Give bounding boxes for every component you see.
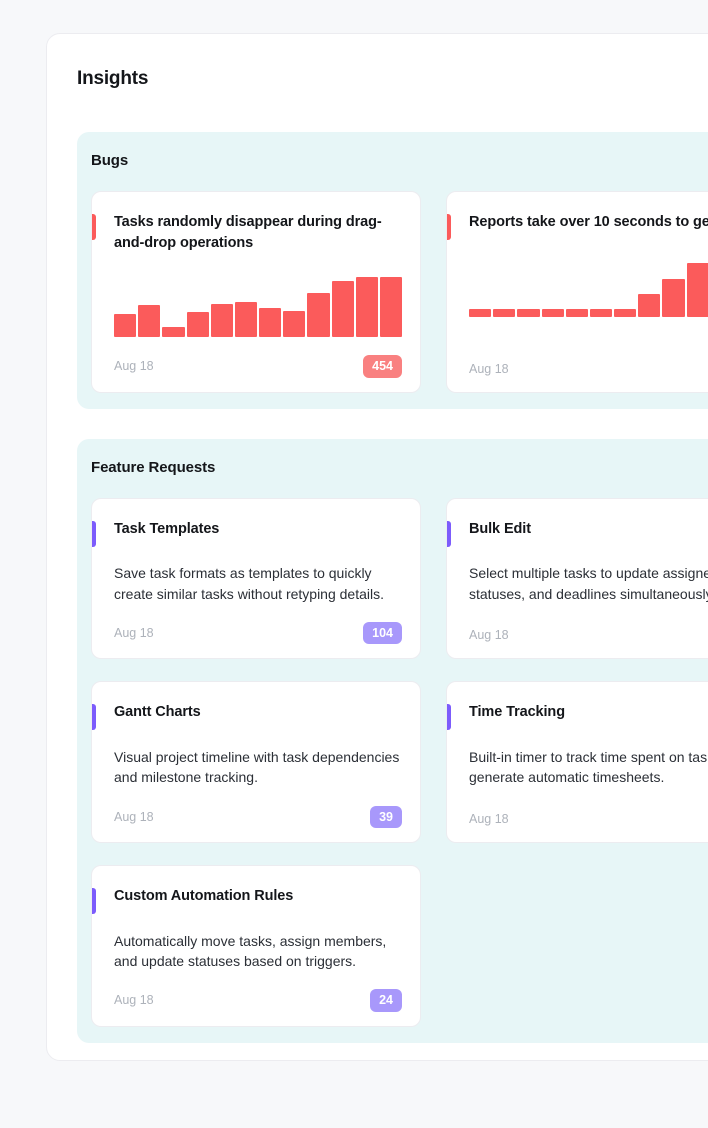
- chart-bar: [355, 276, 378, 338]
- vote-count-badge[interactable]: 24: [370, 989, 402, 1012]
- card-date: Aug 18: [114, 809, 154, 824]
- accent-bar-icon: [447, 520, 451, 547]
- card-footer: Aug 18 454: [110, 337, 402, 378]
- chart-bar: [210, 303, 233, 338]
- insights-panel: Insights Bugs Tasks randomly disappear du…: [46, 33, 708, 1061]
- chart-bar: [493, 308, 516, 317]
- section-bugs: Bugs Tasks randomly disappear during drag…: [77, 132, 708, 409]
- card-date: Aug 18: [469, 812, 509, 826]
- sections-container: Bugs Tasks randomly disappear during drag…: [77, 132, 708, 1043]
- card-description: Automatically move tasks, assign members…: [114, 932, 387, 969]
- card-grid: Tasks randomly disappear during drag-and…: [91, 191, 708, 393]
- card-title: Gantt Charts: [114, 704, 201, 721]
- chart-bar: [162, 326, 185, 338]
- card-title: Tasks randomly disappear during drag-and…: [114, 214, 382, 251]
- accent-bar-icon: [447, 214, 451, 240]
- section-title: Feature Requests: [91, 458, 216, 476]
- card-description: Select multiple tasks to update assignee…: [469, 565, 708, 602]
- sparkline-chart: [465, 255, 708, 317]
- card-footer: Aug 18 39: [110, 788, 402, 828]
- page-title: Insights: [77, 68, 149, 89]
- chart-bar: [662, 278, 685, 317]
- chart-bar: [565, 308, 588, 317]
- chart-bar: [234, 301, 258, 338]
- chart-bar: [686, 263, 708, 317]
- accent-bar-icon: [92, 214, 96, 240]
- card-footer: Aug 18 104: [110, 604, 402, 645]
- card-footer: Aug 18: [465, 342, 708, 378]
- section-feature-requests: Feature Requests Task Templates Save task …: [77, 438, 708, 1043]
- chart-bar: [186, 312, 209, 338]
- card-title: Reports take over 10 seconds to generate: [469, 214, 708, 230]
- card-grid: Task Templates Save task formats as templ…: [91, 497, 708, 1027]
- vote-count-badge[interactable]: 39: [370, 805, 402, 828]
- chart-bar: [589, 308, 613, 317]
- accent-bar-icon: [447, 704, 451, 731]
- chart-bar: [307, 292, 330, 338]
- card-feat-bulk-edit[interactable]: Bulk Edit Select multiple tasks to update…: [446, 497, 708, 660]
- vote-count-badge[interactable]: 104: [363, 621, 402, 645]
- card-footer: Aug 18: [465, 792, 708, 828]
- card-title: Task Templates: [114, 520, 220, 537]
- accent-bar-icon: [92, 888, 96, 914]
- card-feat-gantt-charts[interactable]: Gantt Charts Visual project timeline with…: [91, 681, 421, 843]
- chart-bar: [331, 281, 354, 338]
- section-title: Bugs: [91, 152, 129, 169]
- card-footer: Aug 18 24: [110, 971, 402, 1012]
- card-description: Built-in timer to track time spent on ta…: [469, 748, 708, 786]
- chart-bar: [138, 305, 161, 338]
- sparkline-chart: [110, 275, 403, 338]
- card-description: Save task formats as templates to quickl…: [114, 565, 384, 602]
- chart-bar: [638, 294, 661, 317]
- card-bug-drag-drop[interactable]: Tasks randomly disappear during drag-and…: [91, 191, 421, 393]
- accent-bar-icon: [92, 704, 96, 731]
- card-date: Aug 18: [114, 626, 154, 641]
- card-title: Time Tracking: [469, 704, 565, 721]
- chart-bar: [259, 307, 282, 338]
- vote-count-badge[interactable]: 454: [363, 355, 402, 378]
- card-bug-reports-slow[interactable]: Reports take over 10 seconds to generate…: [446, 191, 708, 393]
- chart-bar: [541, 308, 564, 317]
- card-date: Aug 18: [114, 993, 154, 1008]
- chart-bar: [379, 276, 403, 338]
- card-feat-task-templates[interactable]: Task Templates Save task formats as templ…: [91, 497, 421, 660]
- accent-bar-icon: [92, 520, 96, 547]
- chart-bar: [469, 308, 492, 317]
- chart-bar: [517, 308, 540, 317]
- chart-bar: [114, 314, 137, 338]
- card-footer: Aug 18: [465, 608, 708, 644]
- card-date: Aug 18: [469, 361, 509, 376]
- chart-bar: [614, 308, 637, 317]
- card-feat-time-tracking[interactable]: Time Tracking Built-in timer to track tim…: [446, 681, 708, 843]
- card-feat-automation-rules[interactable]: Custom Automation Rules Automatically mov…: [91, 865, 421, 1027]
- card-date: Aug 18: [114, 359, 154, 374]
- card-title: Custom Automation Rules: [114, 888, 294, 904]
- card-description: Visual project timeline with task depend…: [114, 748, 400, 786]
- card-date: Aug 18: [469, 628, 509, 643]
- card-title: Bulk Edit: [469, 520, 531, 537]
- chart-bar: [283, 310, 306, 338]
